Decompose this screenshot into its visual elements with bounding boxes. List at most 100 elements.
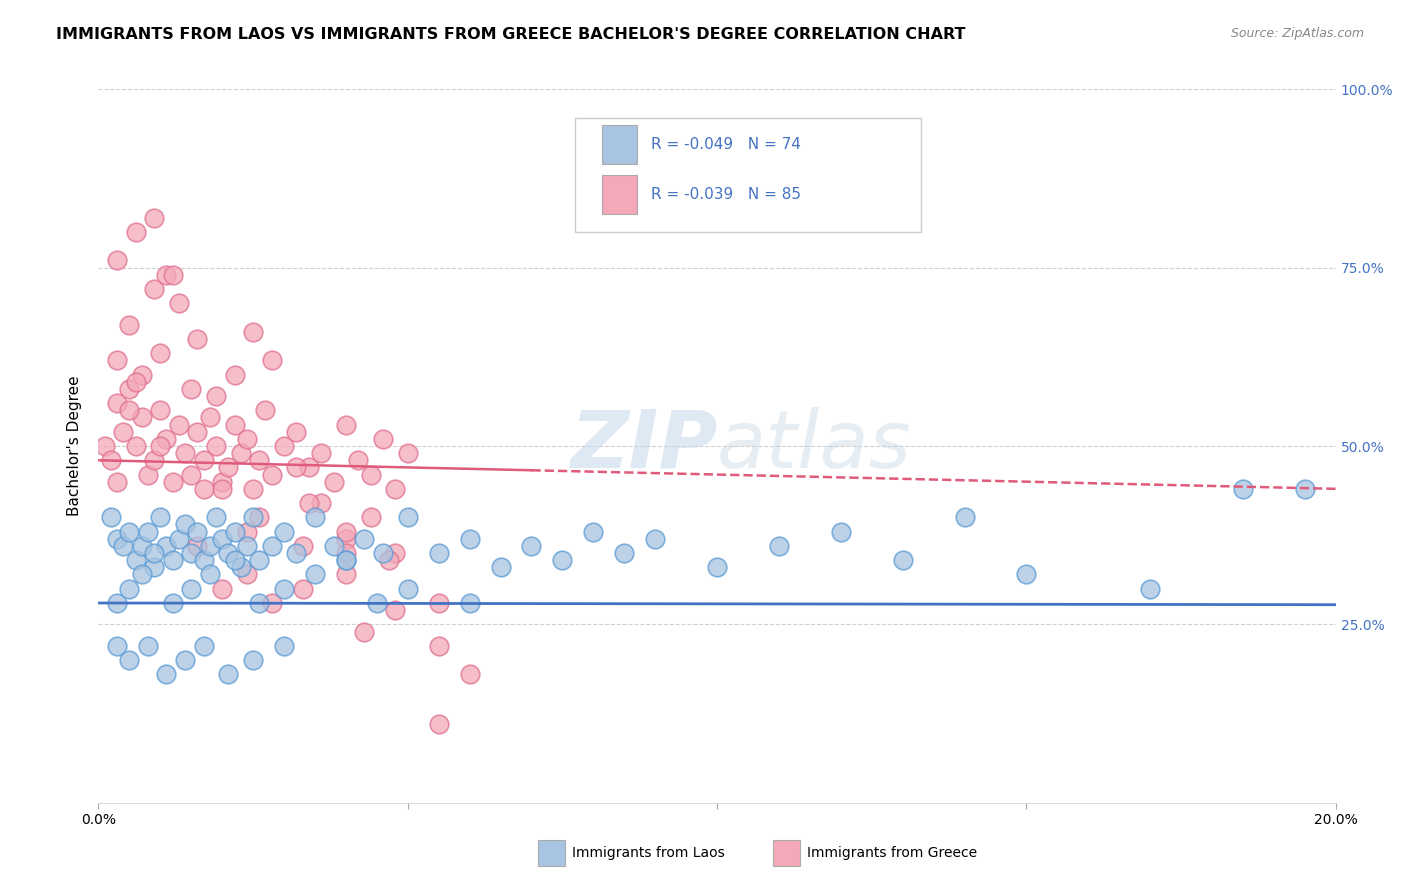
Point (551, 553, 574, 567)
Point (298, 496, 321, 510)
Point (335, 417, 357, 432)
Point (335, 546, 357, 560)
Point (360, 510, 382, 524)
Point (285, 425, 308, 439)
Point (100, 453, 122, 467)
Point (304, 567, 326, 582)
Point (582, 524, 605, 539)
Point (118, 582, 141, 596)
Point (112, 425, 135, 439)
FancyBboxPatch shape (575, 118, 921, 232)
Point (613, 546, 636, 560)
Point (396, 582, 419, 596)
Point (217, 460, 239, 475)
Point (371, 546, 394, 560)
Point (273, 639, 295, 653)
Point (131, 567, 153, 582)
Text: R = -0.049   N = 74: R = -0.049 N = 74 (651, 136, 801, 152)
Point (335, 553, 357, 567)
Point (118, 524, 141, 539)
Point (174, 517, 197, 532)
Point (260, 467, 283, 482)
Point (167, 417, 190, 432)
Point (242, 653, 264, 667)
Point (378, 553, 401, 567)
Point (112, 539, 135, 553)
Point (335, 524, 357, 539)
Point (180, 382, 202, 396)
Point (458, 596, 481, 610)
Point (768, 539, 790, 553)
Point (242, 482, 264, 496)
Point (162, 596, 184, 610)
Point (105, 253, 128, 268)
Point (131, 539, 153, 553)
Point (180, 582, 202, 596)
Text: ZIP: ZIP (569, 407, 717, 485)
Point (174, 653, 197, 667)
Point (224, 417, 246, 432)
Text: Source: ZipAtlas.com: Source: ZipAtlas.com (1230, 27, 1364, 40)
Point (118, 403, 141, 417)
Point (198, 539, 221, 553)
Point (371, 432, 394, 446)
Point (1015, 567, 1038, 582)
Point (211, 475, 233, 489)
Point (155, 539, 177, 553)
Point (155, 268, 177, 282)
Point (335, 553, 357, 567)
Point (458, 667, 481, 681)
Point (149, 346, 172, 360)
Point (427, 639, 450, 653)
Point (520, 539, 543, 553)
Point (186, 539, 208, 553)
Point (1139, 582, 1161, 596)
Point (247, 596, 270, 610)
Point (193, 639, 215, 653)
Point (260, 596, 283, 610)
Point (953, 510, 976, 524)
Point (186, 425, 208, 439)
Point (247, 453, 270, 467)
Point (118, 653, 141, 667)
Point (149, 510, 172, 524)
Point (1294, 482, 1316, 496)
Point (309, 446, 332, 460)
Point (131, 368, 153, 382)
Point (211, 582, 233, 596)
Point (489, 560, 512, 574)
Point (236, 539, 259, 553)
Text: Immigrants from Greece: Immigrants from Greece (807, 846, 977, 860)
Point (236, 524, 259, 539)
Point (105, 353, 128, 368)
Point (167, 296, 190, 310)
Point (143, 211, 166, 225)
Point (193, 482, 215, 496)
Point (180, 546, 202, 560)
Point (118, 318, 141, 332)
Point (167, 532, 190, 546)
Point (830, 524, 852, 539)
Point (198, 410, 221, 425)
Point (105, 639, 128, 653)
Point (706, 560, 728, 574)
Point (193, 453, 215, 467)
Point (298, 460, 321, 475)
Point (149, 439, 172, 453)
Point (155, 432, 177, 446)
Point (353, 532, 375, 546)
Bar (602, 125, 637, 164)
Point (162, 475, 184, 489)
Point (247, 553, 270, 567)
Point (136, 639, 159, 653)
Point (427, 546, 450, 560)
Point (155, 667, 177, 681)
Point (273, 524, 295, 539)
Point (211, 532, 233, 546)
Text: IMMIGRANTS FROM LAOS VS IMMIGRANTS FROM GREECE BACHELOR'S DEGREE CORRELATION CHA: IMMIGRANTS FROM LAOS VS IMMIGRANTS FROM … (56, 27, 966, 42)
Point (242, 510, 264, 524)
Point (124, 375, 146, 389)
Point (347, 453, 370, 467)
Point (124, 439, 146, 453)
Point (285, 546, 308, 560)
